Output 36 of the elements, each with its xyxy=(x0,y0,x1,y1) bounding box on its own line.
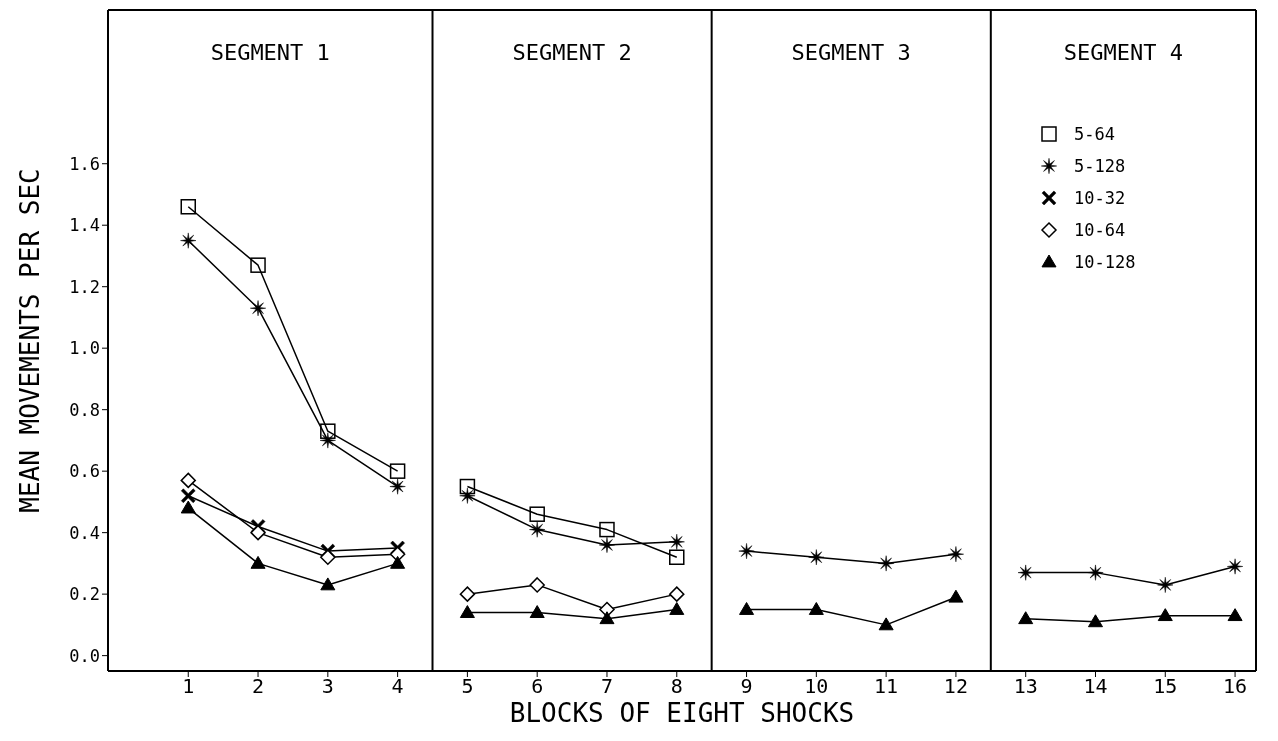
x-tick-label: 10 xyxy=(804,674,829,699)
x-tick-label: 1 xyxy=(182,674,195,699)
legend-label: 10-128 xyxy=(1074,252,1136,272)
x-tick-label: 16 xyxy=(1223,674,1248,699)
x-tick-label: 9 xyxy=(740,674,753,699)
x-axis-title: BLOCKS OF EIGHT SHOCKS xyxy=(509,698,855,728)
x-tick-label: 6 xyxy=(531,674,544,699)
x-tick-label: 14 xyxy=(1083,674,1108,699)
legend-label: 10-64 xyxy=(1074,220,1126,240)
annotation: SEGMENT 3 xyxy=(791,40,911,65)
legend-label: 5-128 xyxy=(1074,156,1126,176)
x-tick-label: 8 xyxy=(670,674,683,699)
annotation: SEGMENT 4 xyxy=(1063,40,1184,65)
y-tick-label: 1.4 xyxy=(69,215,100,236)
y-tick-label: 0.6 xyxy=(69,461,100,482)
x-tick-label: 7 xyxy=(600,674,613,699)
y-tick-label: 0.2 xyxy=(69,584,100,605)
x-tick-label: 3 xyxy=(321,674,334,699)
legend-label: 5-64 xyxy=(1074,124,1115,144)
annotation: SEGMENT 2 xyxy=(512,40,632,65)
x-tick-label: 15 xyxy=(1153,674,1178,699)
y-tick-label: 0.4 xyxy=(69,522,100,543)
y-tick-label: 0.8 xyxy=(69,399,100,420)
y-tick-label: 1.0 xyxy=(69,338,100,359)
x-tick-label: 4 xyxy=(391,674,404,699)
x-tick-label: 11 xyxy=(874,674,899,699)
y-axis-title: MEAN MOVEMENTS PER SEC xyxy=(15,168,46,513)
legend-label: 10-32 xyxy=(1074,188,1126,208)
x-tick-label: 2 xyxy=(252,674,265,699)
x-tick-label: 12 xyxy=(943,674,968,699)
y-tick-label: 1.6 xyxy=(69,153,100,174)
annotation: SEGMENT 1 xyxy=(210,40,330,65)
y-tick-label: 1.2 xyxy=(69,276,100,297)
x-tick-label: 5 xyxy=(461,674,474,699)
x-tick-label: 13 xyxy=(1013,674,1038,699)
y-tick-label: 0.0 xyxy=(69,645,100,666)
